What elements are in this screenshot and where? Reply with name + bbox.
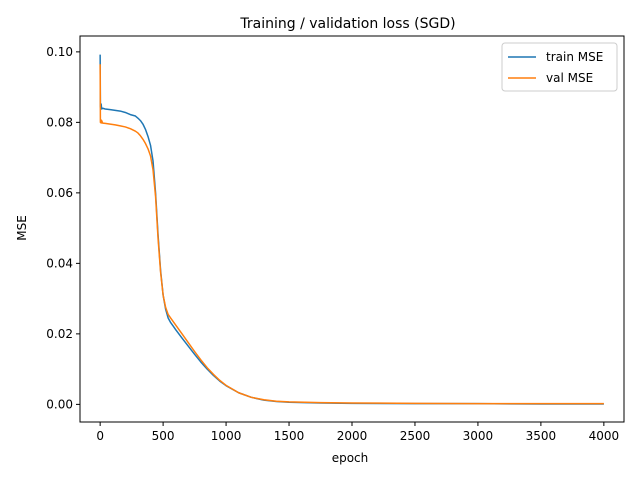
x-tick-label: 4000 [589, 429, 620, 443]
x-tick-label: 0 [96, 429, 104, 443]
y-tick-label: 0.00 [46, 397, 73, 411]
chart-title: Training / validation loss (SGD) [239, 16, 455, 32]
legend-label: train MSE [546, 50, 603, 64]
x-tick-label: 1000 [211, 429, 242, 443]
y-tick-label: 0.04 [46, 256, 73, 270]
x-tick-label: 3000 [463, 429, 494, 443]
x-axis-label: epoch [332, 451, 369, 465]
x-tick-label: 500 [152, 429, 175, 443]
legend: train MSE val MSE [501, 42, 618, 92]
y-tick-label: 0.10 [46, 45, 73, 59]
legend-box [501, 42, 618, 92]
x-tick-label: 2500 [400, 429, 431, 443]
y-tick-label: 0.08 [46, 115, 73, 129]
y-tick-label: 0.06 [46, 186, 73, 200]
series-line-val-mse [99, 64, 604, 405]
y-axis: 0.00 0.02 0.04 0.06 0.08 0.10 [46, 45, 80, 411]
x-tick-label: 1500 [274, 429, 305, 443]
y-axis-label: MSE [15, 215, 29, 241]
y-tick-label: 0.02 [46, 327, 73, 341]
legend-label: val MSE [546, 71, 593, 85]
x-axis: 0 500 1000 1500 2000 2500 3000 3500 4000 [96, 422, 619, 443]
x-tick-label: 3500 [526, 429, 557, 443]
x-tick-label: 2000 [337, 429, 368, 443]
